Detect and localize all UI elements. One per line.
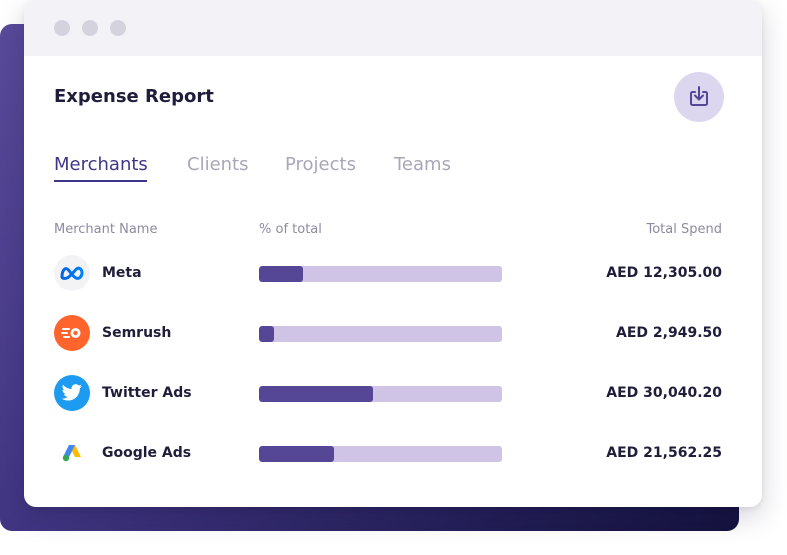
semrush-logo-icon xyxy=(54,315,90,351)
window-titlebar xyxy=(24,0,762,56)
percent-bar-fill xyxy=(259,326,274,342)
report-tabs: Merchants Clients Projects Teams xyxy=(24,140,762,200)
window-control-dot[interactable] xyxy=(54,20,70,36)
download-button[interactable] xyxy=(674,72,724,122)
table-row[interactable]: Google Ads AED 21,562.25 xyxy=(24,433,762,473)
merchant-name: Meta xyxy=(102,265,142,281)
google-ads-logo-icon xyxy=(54,435,90,471)
window-control-dot[interactable] xyxy=(110,20,126,36)
merchant-name: Twitter Ads xyxy=(102,385,192,401)
column-header-percent: % of total xyxy=(259,222,322,237)
table-header: Merchant Name % of total Total Spend xyxy=(24,200,762,244)
total-spend: AED 2,949.50 xyxy=(616,325,722,341)
percent-bar-fill xyxy=(259,266,303,282)
percent-bar-track xyxy=(259,446,502,462)
merchant-name: Semrush xyxy=(102,325,172,341)
column-header-spend: Total Spend xyxy=(646,222,723,237)
tab-teams[interactable]: Teams xyxy=(394,154,451,175)
merchant-name: Google Ads xyxy=(102,445,192,461)
percent-bar-fill xyxy=(259,446,335,462)
column-header-merchant: Merchant Name xyxy=(54,222,158,237)
percent-bar-track xyxy=(259,266,502,282)
percent-bar-track xyxy=(259,386,502,402)
report-title: Expense Report xyxy=(54,86,214,107)
download-icon xyxy=(690,86,708,106)
total-spend: AED 21,562.25 xyxy=(606,445,722,461)
tab-merchants[interactable]: Merchants xyxy=(54,154,148,175)
expense-report-window: Expense Report Merchants Clients Project… xyxy=(24,0,762,507)
total-spend: AED 12,305.00 xyxy=(606,265,722,281)
window-control-dot[interactable] xyxy=(82,20,98,36)
table-row[interactable]: Twitter Ads AED 30,040.20 xyxy=(24,373,762,413)
percent-bar-track xyxy=(259,326,502,342)
table-row[interactable]: Semrush AED 2,949.50 xyxy=(24,313,762,353)
tab-clients[interactable]: Clients xyxy=(187,154,249,175)
tab-projects[interactable]: Projects xyxy=(285,154,356,175)
twitter-logo-icon xyxy=(54,375,90,411)
active-tab-indicator xyxy=(54,180,147,182)
total-spend: AED 30,040.20 xyxy=(606,385,722,401)
report-header: Expense Report xyxy=(24,56,762,140)
percent-bar-fill xyxy=(259,386,374,402)
table-row[interactable]: Meta AED 12,305.00 xyxy=(24,253,762,293)
meta-logo-icon xyxy=(54,255,90,291)
